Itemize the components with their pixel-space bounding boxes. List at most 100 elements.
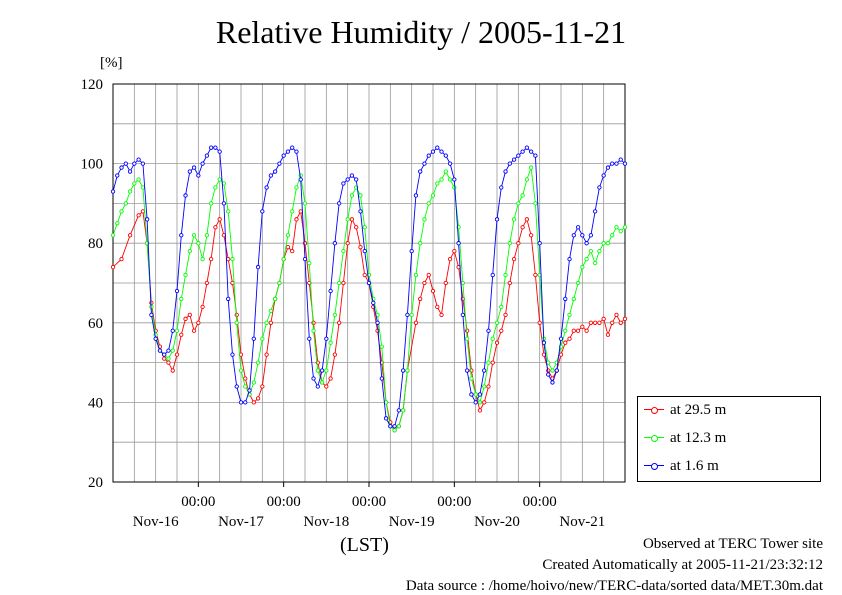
data-point	[260, 384, 265, 389]
data-point	[354, 177, 359, 182]
data-point	[477, 392, 483, 397]
data-point	[426, 272, 431, 278]
x-tick-label: 00:00	[437, 494, 471, 510]
legend-item-12-3m: at 12.3 m	[644, 426, 726, 450]
data-point	[486, 384, 491, 389]
data-point	[187, 312, 192, 317]
data-point	[217, 149, 222, 154]
data-point	[217, 177, 222, 182]
chart-title: Relative Humidity / 2005-11-21	[215, 14, 627, 50]
y-axis-label: [%]	[100, 55, 123, 71]
data-point	[268, 320, 274, 325]
legend-swatch-red	[644, 405, 664, 415]
data-point	[511, 157, 517, 162]
data-point	[601, 241, 606, 246]
data-point	[243, 400, 248, 405]
data-point	[452, 249, 457, 254]
data-point	[264, 352, 269, 357]
data-point	[418, 296, 423, 302]
data-point	[499, 185, 504, 190]
data-point	[439, 149, 444, 154]
data-point	[281, 256, 286, 262]
data-point	[362, 249, 367, 254]
data-point	[486, 328, 491, 333]
data-point	[413, 320, 419, 325]
data-point	[255, 396, 261, 401]
data-point	[187, 249, 192, 254]
data-point	[400, 368, 406, 373]
data-point	[439, 312, 444, 317]
data-point	[226, 209, 231, 214]
data-point	[516, 201, 521, 206]
data-point	[447, 256, 453, 262]
data-point	[610, 161, 615, 166]
x-tick-label: 00:00	[523, 494, 557, 510]
data-point	[166, 348, 171, 353]
data-point	[332, 352, 338, 357]
data-point	[588, 233, 594, 238]
x-axis-label: (LST)	[340, 534, 389, 556]
data-point	[575, 328, 581, 333]
data-point	[537, 320, 542, 325]
data-point	[511, 256, 517, 262]
data-point	[358, 245, 363, 250]
data-point	[597, 320, 602, 325]
data-point	[622, 161, 628, 166]
y-axis: 20 40 60 80 100 120	[81, 77, 104, 491]
data-point	[358, 193, 363, 198]
data-point	[426, 153, 431, 158]
data-point	[204, 153, 210, 158]
data-point	[115, 221, 120, 226]
data-point	[341, 181, 346, 186]
data-point	[528, 149, 534, 154]
data-point	[136, 177, 141, 182]
data-point	[447, 177, 453, 182]
data-point	[447, 161, 453, 166]
data-point	[183, 316, 188, 321]
data-point	[140, 185, 146, 190]
data-point	[580, 233, 585, 238]
data-point	[580, 264, 585, 270]
data-point	[588, 249, 594, 254]
data-point	[443, 169, 448, 174]
data-point	[554, 368, 559, 373]
data-point	[127, 233, 133, 238]
data-point	[174, 328, 180, 333]
data-point	[601, 173, 606, 178]
data-point	[516, 153, 521, 158]
x-day-label: Nov-21	[559, 514, 605, 530]
data-point	[174, 352, 180, 357]
data-point	[243, 384, 248, 389]
data-point	[477, 408, 483, 413]
data-point	[153, 336, 158, 341]
data-point	[110, 264, 116, 270]
data-point	[226, 296, 231, 302]
legend-item-1-6m: at 1.6 m	[644, 454, 719, 478]
data-point	[132, 181, 137, 186]
data-point	[494, 320, 500, 325]
data-point	[563, 296, 568, 302]
data-point	[482, 384, 487, 389]
data-point	[196, 320, 201, 325]
legend-swatch-blue	[644, 461, 664, 471]
data-point	[213, 145, 218, 150]
data-point	[136, 157, 141, 162]
data-point	[208, 256, 214, 262]
data-point	[183, 272, 188, 278]
data-point	[191, 233, 197, 238]
data-point	[144, 217, 150, 222]
data-point	[597, 249, 602, 254]
data-point	[127, 189, 133, 194]
data-point	[588, 320, 594, 325]
data-point	[247, 388, 252, 393]
data-point	[217, 217, 222, 222]
data-point	[494, 217, 500, 222]
data-point	[464, 368, 470, 373]
data-point	[507, 161, 512, 166]
data-point	[302, 256, 308, 262]
data-point	[166, 360, 171, 365]
data-point	[605, 241, 611, 246]
data-point	[208, 145, 214, 150]
data-point	[255, 360, 261, 365]
